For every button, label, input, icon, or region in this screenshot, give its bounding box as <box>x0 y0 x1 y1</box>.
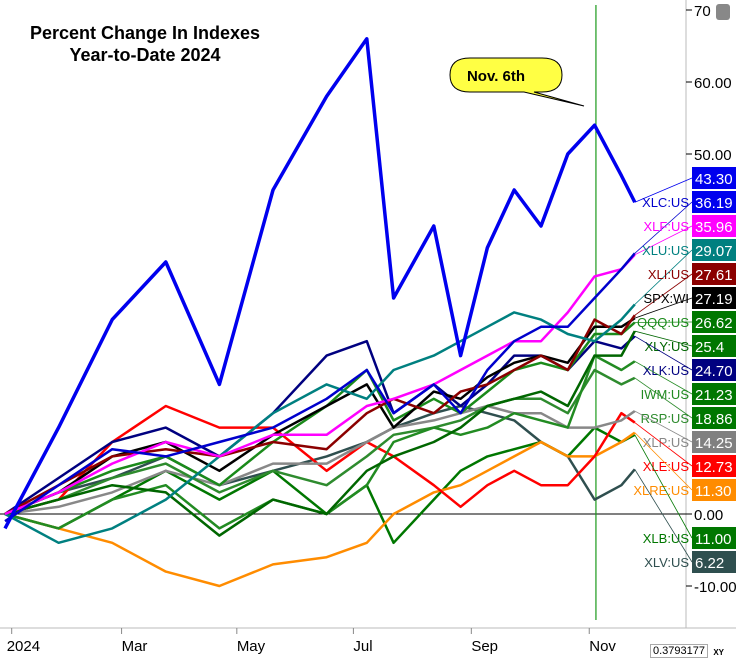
value-box <box>692 479 736 501</box>
series-label-spx: SPX:WI <box>643 291 689 306</box>
series-label-xlf: XLF:US <box>643 219 689 234</box>
value-box <box>692 287 736 309</box>
series-line-xle <box>4 404 636 516</box>
series-line-xlre <box>4 431 636 588</box>
value-box <box>692 551 736 573</box>
value-box <box>692 191 736 213</box>
value-label: 11.00 <box>695 531 731 548</box>
lock-icon <box>716 4 730 20</box>
series-label-xlb: XLB:US <box>643 531 690 546</box>
value-label: 29.07 <box>695 243 733 260</box>
leader-line <box>634 361 693 395</box>
x-tick-label: 2024 <box>7 638 40 655</box>
value-label: 35.96 <box>695 219 733 236</box>
leader-line <box>634 201 693 254</box>
value-label: 21.23 <box>695 387 733 404</box>
value-box <box>692 455 736 477</box>
series-line-xlc <box>4 252 636 523</box>
leader-line <box>634 273 693 316</box>
leader-line <box>634 330 693 347</box>
series-label-iwm: IWM:US <box>641 387 690 402</box>
annotation-text: Nov. 6th <box>467 68 525 85</box>
leader-line <box>634 335 693 371</box>
y-tick-label: 60.00 <box>694 75 732 92</box>
series-line-xli <box>4 314 636 516</box>
y-tick-label: 0.00 <box>694 507 723 524</box>
value-label: 18.86 <box>695 411 733 428</box>
y-tick-label: 50.00 <box>694 147 732 164</box>
value-label: 12.73 <box>695 459 733 476</box>
cursor-readout: 0.3793177 <box>650 644 708 658</box>
leader-line <box>634 177 693 203</box>
leader-line <box>634 422 693 467</box>
value-box <box>692 263 736 285</box>
leader-line <box>634 434 693 539</box>
value-box <box>692 335 736 357</box>
x-tick-label: Sep <box>471 638 498 655</box>
x-tick-label: Mar <box>122 638 148 655</box>
title-line-2: Year-to-Date 2024 <box>69 45 221 65</box>
series-line-xlp <box>4 404 636 516</box>
value-label: 14.25 <box>695 435 733 452</box>
value-box <box>692 311 736 333</box>
series-label-xli: XLI:US <box>648 267 690 282</box>
value-box <box>692 239 736 261</box>
leader-line <box>634 297 693 319</box>
value-label: 43.30 <box>695 171 733 188</box>
series-label-xlv: XLV:US <box>644 555 689 570</box>
value-box <box>692 383 736 405</box>
annotation-callout <box>449 57 585 107</box>
series-label-xlp: XLP:US <box>643 435 690 450</box>
x-tick-label: May <box>237 638 266 655</box>
series-line-rsp <box>4 368 636 516</box>
series-label-xlu: XLU:US <box>642 243 689 258</box>
value-label: 6.22 <box>695 555 724 572</box>
leader-line <box>634 249 693 305</box>
series-line-xlu <box>4 303 636 545</box>
y-tick-label: 70 <box>694 3 711 20</box>
value-label: 27.19 <box>695 291 733 308</box>
series-line-xlv <box>4 404 636 516</box>
y-tick-label: -10.00 <box>694 579 736 596</box>
value-box <box>692 359 736 381</box>
series-label-xly: XLY:US <box>644 339 689 354</box>
chart-title: Percent Change In Indexes Year-to-Date 2… <box>10 22 280 66</box>
leader-line <box>634 469 693 563</box>
series-line-xlf <box>4 253 636 516</box>
leader-line <box>634 377 693 419</box>
x-tick-label: Nov <box>589 638 616 655</box>
value-label: 24.70 <box>695 363 733 380</box>
value-box <box>692 167 736 189</box>
value-box <box>692 215 736 237</box>
value-label: 26.62 <box>695 315 733 332</box>
leader-line <box>634 410 693 443</box>
series-line-iwm <box>4 354 636 530</box>
value-box <box>692 527 736 549</box>
value-label: 27.61 <box>695 267 733 284</box>
series-label-xlk: XLK:US <box>643 363 690 378</box>
series-label-qqq: QQQ:US <box>637 315 689 330</box>
series-label-xlre: XLRE:US <box>633 483 689 498</box>
value-box <box>692 431 736 453</box>
series-line-smh <box>3 37 637 530</box>
x-tick-label: Jul <box>353 638 372 655</box>
title-line-1: Percent Change In Indexes <box>29 23 261 43</box>
leader-line <box>634 432 693 491</box>
leader-line <box>634 225 693 256</box>
value-label: 25.4 <box>695 339 724 356</box>
series-label-xlc: XLC:US <box>642 195 689 210</box>
series-line-xly <box>4 330 636 537</box>
xy-toggle[interactable]: XY <box>713 648 724 657</box>
series-label-rsp: RSP:US <box>641 411 690 426</box>
value-label: 11.30 <box>695 483 731 500</box>
value-label: 36.19 <box>695 195 733 212</box>
value-box <box>692 407 736 429</box>
